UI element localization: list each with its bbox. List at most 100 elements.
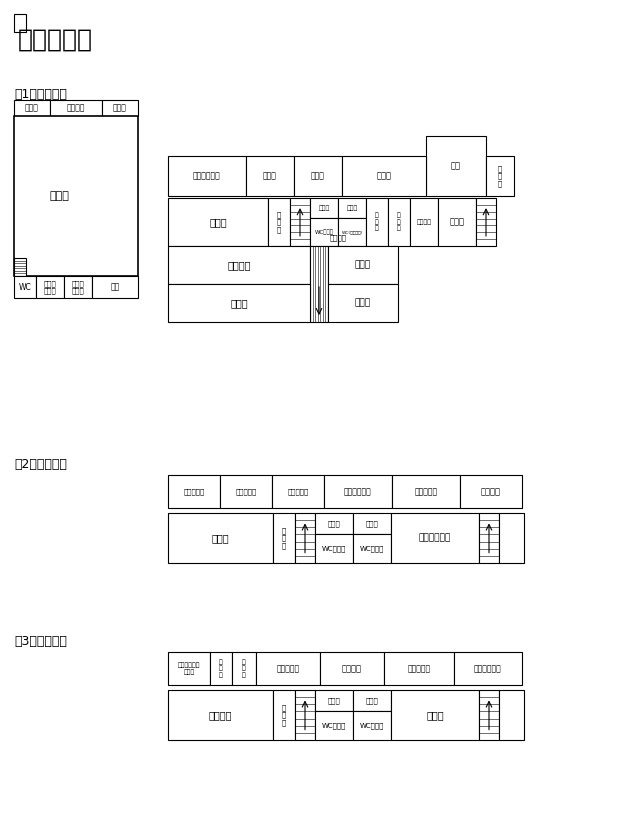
Text: 研修室: 研修室 bbox=[355, 261, 371, 269]
Bar bbox=[268, 198, 290, 246]
Text: 教具室: 教具室 bbox=[328, 520, 340, 527]
Text: 図工室: 図工室 bbox=[426, 710, 444, 720]
Text: 学習準備室: 学習準備室 bbox=[408, 664, 431, 673]
Text: 更衣室
（男）: 更衣室 （男） bbox=[44, 280, 56, 294]
Text: 学習準備室: 学習準備室 bbox=[235, 488, 256, 495]
Bar bbox=[64, 276, 92, 298]
Bar bbox=[310, 198, 338, 218]
Text: プレイルーム
（音）: プレイルーム （音） bbox=[177, 663, 200, 675]
Text: 業務員: 業務員 bbox=[450, 217, 465, 226]
Bar bbox=[391, 513, 479, 563]
Bar bbox=[14, 276, 36, 298]
Bar bbox=[410, 198, 438, 246]
Bar bbox=[168, 652, 210, 685]
Text: １年教室: １年教室 bbox=[481, 487, 501, 496]
Text: WC（女）: WC（女） bbox=[360, 723, 384, 729]
Bar bbox=[232, 652, 256, 685]
Bar bbox=[168, 690, 273, 740]
Text: WC(配膳・男): WC(配膳・男) bbox=[341, 230, 362, 234]
Bar bbox=[315, 513, 353, 534]
Text: WC: WC bbox=[19, 282, 31, 291]
Text: 給
搬
口: 給 搬 口 bbox=[498, 165, 502, 187]
Text: 準
備
室: 準 備 室 bbox=[277, 211, 281, 233]
Text: 職員室: 職員室 bbox=[376, 171, 391, 180]
Bar bbox=[392, 475, 460, 508]
Text: 配膳室: 配膳室 bbox=[346, 205, 357, 211]
Text: 配膳室: 配膳室 bbox=[366, 697, 378, 704]
Bar bbox=[294, 156, 342, 196]
Bar bbox=[220, 475, 272, 508]
Text: 給湯室: 給湯室 bbox=[319, 205, 330, 211]
Bar bbox=[210, 652, 232, 685]
Bar bbox=[14, 258, 26, 276]
Text: ロッカー: ロッカー bbox=[330, 235, 347, 241]
Text: 更衣室
（女）: 更衣室 （女） bbox=[71, 280, 85, 294]
Bar bbox=[310, 246, 328, 322]
Bar bbox=[92, 276, 138, 298]
Bar bbox=[246, 156, 294, 196]
Bar bbox=[476, 198, 496, 246]
Text: 玄関: 玄関 bbox=[451, 161, 461, 170]
Text: ロッカー: ロッカー bbox=[416, 219, 431, 225]
Bar bbox=[272, 475, 324, 508]
Bar bbox=[36, 276, 64, 298]
Bar bbox=[315, 711, 353, 740]
Text: 音楽室: 音楽室 bbox=[209, 217, 227, 227]
Text: ６年教室: ６年教室 bbox=[342, 664, 362, 673]
Text: 事
務
室: 事 務 室 bbox=[375, 212, 379, 231]
Bar bbox=[366, 198, 388, 246]
Bar bbox=[168, 284, 310, 322]
Text: WC（男）: WC（男） bbox=[315, 230, 334, 235]
Text: 治
療
室: 治 療 室 bbox=[219, 659, 223, 678]
Text: 放
送
室: 放 送 室 bbox=[397, 212, 401, 231]
Text: 保健室: 保健室 bbox=[263, 171, 277, 180]
Text: ４・５年教室: ４・５年教室 bbox=[474, 664, 502, 673]
Bar bbox=[454, 652, 522, 685]
Bar bbox=[479, 690, 499, 740]
Text: 理科室: 理科室 bbox=[212, 533, 229, 543]
Text: プレイルーム: プレイルーム bbox=[419, 533, 451, 542]
Text: 学習準備室: 学習準備室 bbox=[287, 488, 308, 495]
Text: WC（男）: WC（男） bbox=[322, 545, 346, 551]
Bar bbox=[14, 14, 26, 32]
Bar bbox=[391, 690, 479, 740]
Bar bbox=[320, 652, 384, 685]
Bar bbox=[353, 534, 391, 563]
Bar bbox=[353, 690, 391, 711]
Text: ２・３年教室: ２・３年教室 bbox=[344, 487, 372, 496]
Bar bbox=[324, 475, 392, 508]
Bar bbox=[460, 475, 522, 508]
Bar bbox=[338, 218, 366, 246]
Text: 学習準備室: 学習準備室 bbox=[414, 487, 438, 496]
Text: （2階平面図）: （2階平面図） bbox=[14, 458, 67, 471]
Text: （1階平面図）: （1階平面図） bbox=[14, 88, 67, 101]
Bar bbox=[353, 513, 391, 534]
Bar bbox=[168, 246, 310, 284]
Bar bbox=[388, 198, 410, 246]
Bar bbox=[14, 116, 138, 276]
Text: 研修室: 研修室 bbox=[355, 299, 371, 308]
Bar bbox=[499, 690, 524, 740]
Bar bbox=[338, 198, 366, 218]
Bar bbox=[290, 198, 310, 246]
Text: 児童会室: 児童会室 bbox=[227, 260, 251, 270]
Text: 体育館: 体育館 bbox=[49, 191, 69, 201]
Bar bbox=[438, 198, 476, 246]
Text: （3階平面図）: （3階平面図） bbox=[14, 635, 67, 648]
Text: WC（女）: WC（女） bbox=[360, 545, 384, 551]
Text: 学習準備室: 学習準備室 bbox=[183, 488, 204, 495]
Text: 準
備
室: 準 備 室 bbox=[282, 704, 286, 726]
Bar bbox=[14, 100, 50, 116]
Bar bbox=[168, 475, 220, 508]
Bar bbox=[295, 690, 315, 740]
Text: 家庭科室: 家庭科室 bbox=[209, 710, 232, 720]
Bar bbox=[353, 711, 391, 740]
Bar bbox=[486, 156, 514, 196]
Text: WC（男）: WC（男） bbox=[322, 723, 346, 729]
Text: 校長室: 校長室 bbox=[311, 171, 325, 180]
Bar bbox=[168, 513, 273, 563]
Text: 準備室: 準備室 bbox=[113, 104, 127, 113]
Bar bbox=[102, 100, 138, 116]
Bar bbox=[295, 513, 315, 563]
Bar bbox=[273, 513, 295, 563]
